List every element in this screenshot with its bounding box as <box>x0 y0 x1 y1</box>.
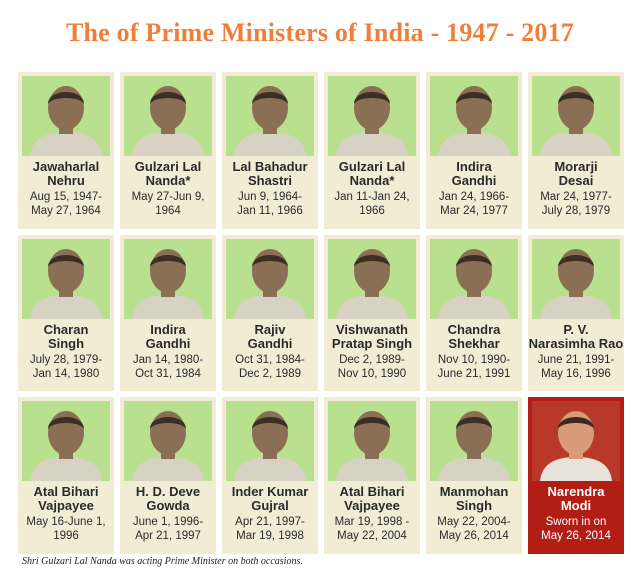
pm-term: June 1, 1996- Apr 21, 1997 <box>132 516 204 543</box>
portrait-icon <box>226 401 314 482</box>
portrait-icon <box>22 238 110 319</box>
portrait-icon <box>532 238 620 319</box>
portrait-silhouette <box>132 86 204 156</box>
pm-card: Indira Gandhi Jan 14, 1980- Oct 31, 1984 <box>120 234 216 392</box>
portrait-silhouette <box>234 411 306 482</box>
page-title: The of Prime Ministers of India - 1947 -… <box>65 18 574 47</box>
portrait-icon <box>532 76 620 156</box>
portrait-icon <box>124 76 212 156</box>
pm-term: July 28, 1979- Jan 14, 1980 <box>29 353 103 380</box>
pm-card: Atal Bihari Vajpayee Mar 19, 1998 - May … <box>324 397 420 554</box>
pm-term: May 27-Jun 9, 1964 <box>131 191 205 217</box>
pm-name: Morarji Desai <box>554 159 598 188</box>
pm-term: Sworn in on May 26, 2014 <box>541 516 611 543</box>
pm-name: P. V. Narasimha Rao <box>528 321 624 351</box>
portrait-icon <box>430 238 518 319</box>
pm-card: H. D. Deve Gowda June 1, 1996- Apr 21, 1… <box>120 397 216 554</box>
pm-name: Gulzari Lal Nanda* <box>338 159 406 188</box>
pm-card: Chandra Shekhar Nov 10, 1990- June 21, 1… <box>426 234 522 392</box>
pm-term: May 16-June 1, 1996 <box>26 516 106 543</box>
portrait-icon <box>124 238 212 319</box>
portrait-silhouette <box>540 86 612 156</box>
portrait-silhouette <box>540 411 612 482</box>
pm-name: Chandra Shekhar <box>447 321 501 351</box>
pm-name: Atal Bihari Vajpayee <box>339 484 405 514</box>
pm-name: Lal Bahadur Shastri <box>232 159 308 188</box>
portrait-silhouette <box>540 248 612 319</box>
portrait-icon <box>22 76 110 156</box>
portrait-silhouette <box>234 86 306 156</box>
pm-term: Apr 21, 1997- Mar 19, 1998 <box>235 516 305 543</box>
portrait-silhouette <box>132 248 204 319</box>
portrait-silhouette <box>30 86 102 156</box>
pm-card: Atal Bihari Vajpayee May 16-June 1, 1996 <box>18 397 114 554</box>
portrait-icon <box>430 401 518 482</box>
pm-card: Jawaharlal Nehru Aug 15, 1947- May 27, 1… <box>18 72 114 229</box>
portrait-icon <box>328 238 416 319</box>
footnote: Shri Gulzari Lal Nanda was acting Prime … <box>22 556 303 567</box>
pm-card: Morarji Desai Mar 24, 1977- July 28, 197… <box>528 72 624 229</box>
portrait-silhouette <box>336 86 408 156</box>
pm-name: Indira Gandhi <box>451 159 497 188</box>
portrait-silhouette <box>132 411 204 482</box>
portrait-icon <box>124 401 212 482</box>
pm-name: Charan Singh <box>43 321 89 351</box>
pm-card: Charan Singh July 28, 1979- Jan 14, 1980 <box>18 234 114 392</box>
portrait-silhouette <box>234 248 306 319</box>
pm-name: Manmohan Singh <box>439 484 509 514</box>
pm-term: Jan 11-Jan 24, 1966 <box>334 191 410 217</box>
pm-name: Atal Bihari Vajpayee <box>33 484 99 514</box>
portrait-silhouette <box>336 248 408 319</box>
pm-card: P. V. Narasimha Rao June 21, 1991- May 1… <box>528 234 624 392</box>
pm-term: Nov 10, 1990- June 21, 1991 <box>437 353 511 380</box>
pm-name: Narendra Modi <box>547 484 605 514</box>
pm-term: Jan 24, 1966- Mar 24, 1977 <box>438 191 510 217</box>
pm-name: Jawaharlal Nehru <box>32 159 100 188</box>
pm-term: Mar 19, 1998 - May 22, 2004 <box>334 516 410 543</box>
portrait-icon <box>532 401 620 482</box>
portrait-silhouette <box>438 248 510 319</box>
portrait-icon <box>22 401 110 482</box>
portrait-silhouette <box>438 86 510 156</box>
pm-card: Manmohan Singh May 22, 2004- May 26, 201… <box>426 397 522 554</box>
pm-name: Vishwanath Pratap Singh <box>331 321 413 351</box>
portrait-icon <box>226 76 314 156</box>
pm-term: June 21, 1991- May 16, 1996 <box>537 353 615 380</box>
portrait-icon <box>328 76 416 156</box>
pm-term: May 22, 2004- May 26, 2014 <box>437 516 511 543</box>
pm-term: Oct 31, 1984- Dec 2, 1989 <box>235 353 305 380</box>
portrait-silhouette <box>30 411 102 482</box>
pm-card: Indira Gandhi Jan 24, 1966- Mar 24, 1977 <box>426 72 522 229</box>
portrait-silhouette <box>336 411 408 482</box>
portrait-silhouette <box>438 411 510 482</box>
pm-card: Rajiv Gandhi Oct 31, 1984- Dec 2, 1989 <box>222 234 318 392</box>
pm-term: Mar 24, 1977- July 28, 1979 <box>540 191 612 217</box>
pm-name: Inder Kumar Gujral <box>231 484 309 514</box>
pm-term: Aug 15, 1947- May 27, 1964 <box>29 191 103 217</box>
portrait-icon <box>328 401 416 482</box>
pm-term: Jan 14, 1980- Oct 31, 1984 <box>132 353 204 380</box>
pm-name: Rajiv Gandhi <box>247 321 293 351</box>
portrait-icon <box>430 76 518 156</box>
pm-card: Lal Bahadur Shastri Jun 9, 1964- Jan 11,… <box>222 72 318 229</box>
pm-card: Inder Kumar Gujral Apr 21, 1997- Mar 19,… <box>222 397 318 554</box>
portrait-silhouette <box>30 248 102 319</box>
pm-name: Gulzari Lal Nanda* <box>134 159 202 188</box>
portrait-icon <box>226 238 314 319</box>
prime-minister-grid: Jawaharlal Nehru Aug 15, 1947- May 27, 1… <box>18 72 624 554</box>
pm-name: Indira Gandhi <box>145 321 191 351</box>
pm-term: Jun 9, 1964- Jan 11, 1966 <box>237 191 303 217</box>
pm-card: Gulzari Lal Nanda* May 27-Jun 9, 1964 <box>120 72 216 229</box>
pm-card-current: Narendra Modi Sworn in on May 26, 2014 <box>528 397 624 554</box>
pm-name: H. D. Deve Gowda <box>135 484 201 514</box>
pm-card: Vishwanath Pratap Singh Dec 2, 1989- Nov… <box>324 234 420 392</box>
pm-card: Gulzari Lal Nanda* Jan 11-Jan 24, 1966 <box>324 72 420 229</box>
pm-term: Dec 2, 1989- Nov 10, 1990 <box>337 353 407 380</box>
